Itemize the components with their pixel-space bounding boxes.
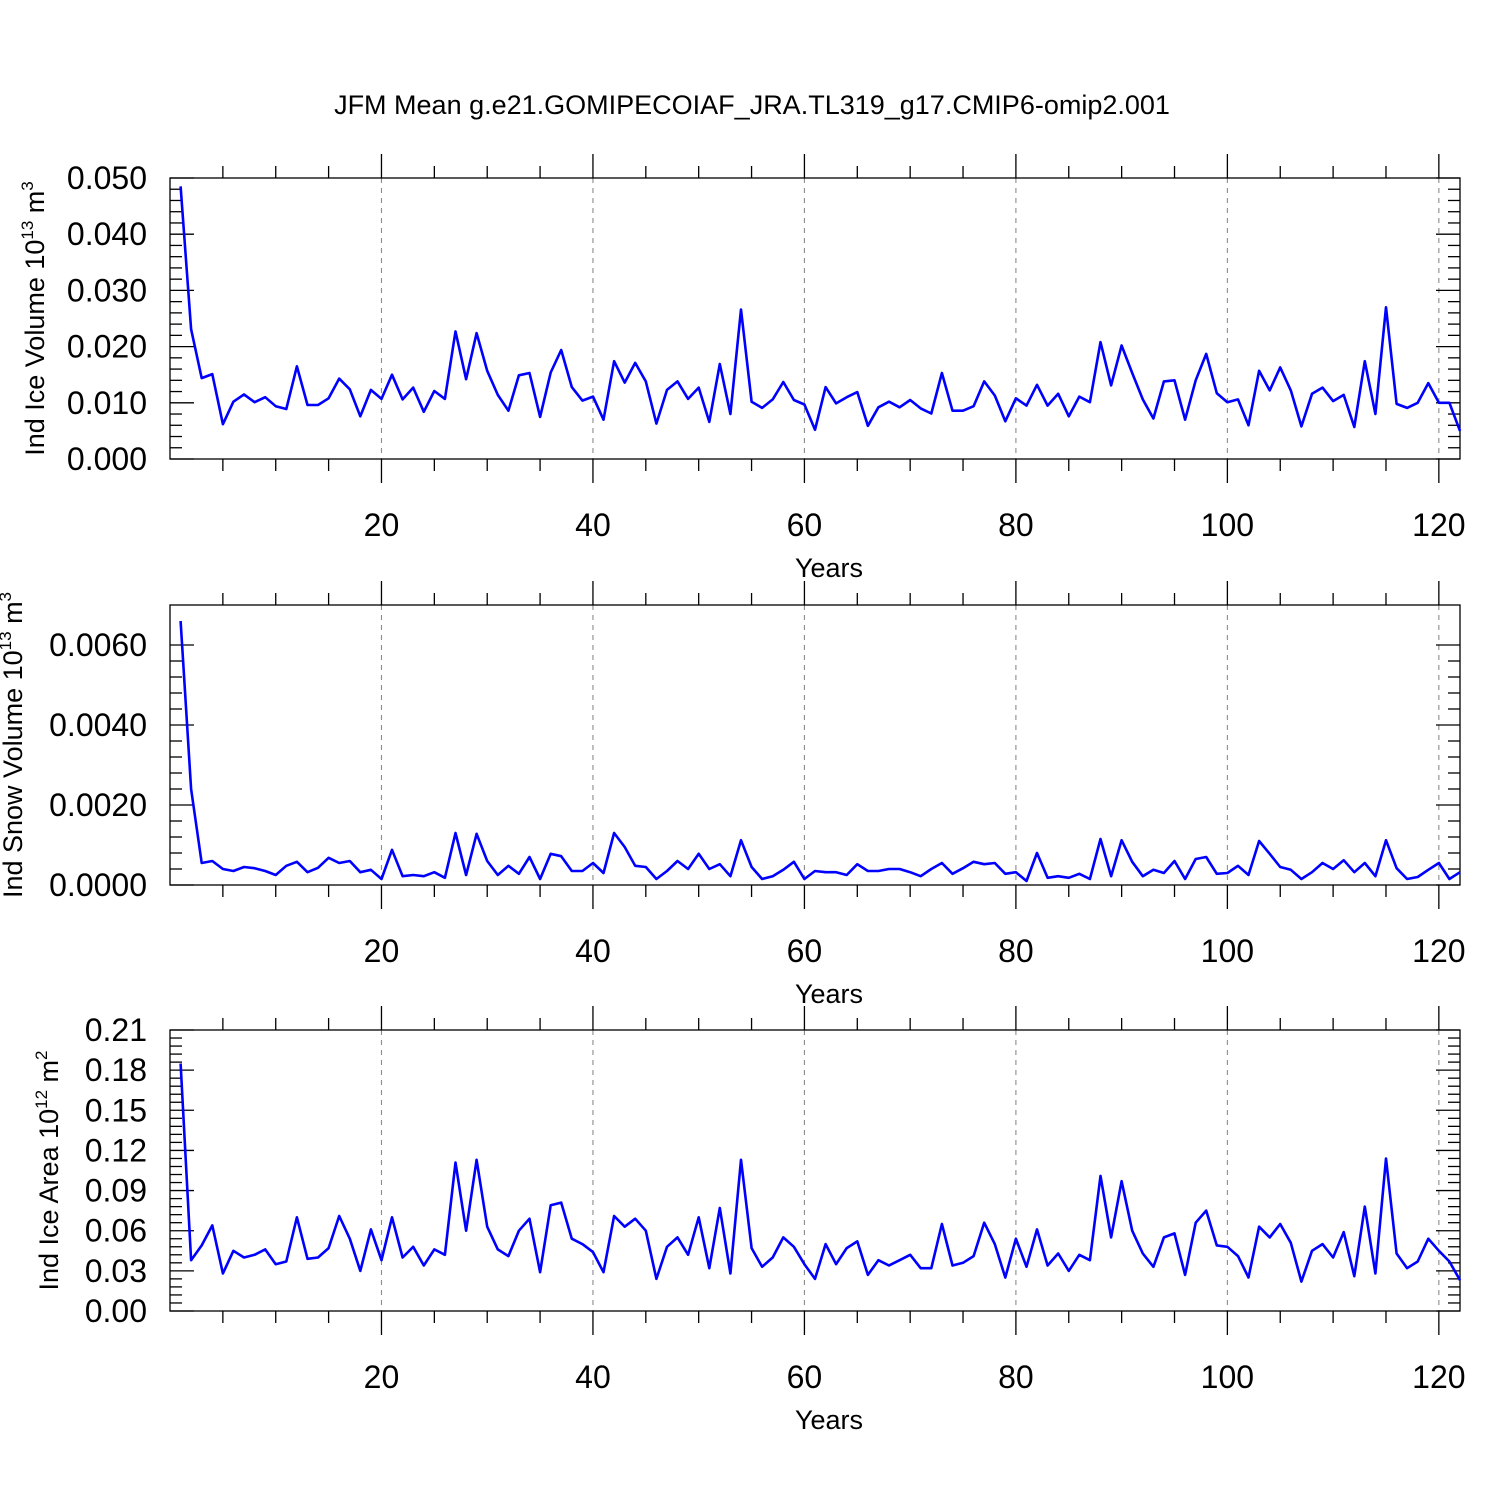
y-tick-label: 0.03 — [85, 1253, 147, 1289]
y-tick-label: 0.06 — [85, 1213, 147, 1249]
x-tick-label: 40 — [575, 507, 611, 543]
series-line — [179, 186, 1462, 432]
y-tick-label: 0.12 — [85, 1132, 147, 1168]
y-axis-label-superscript: 13 — [0, 631, 15, 650]
y-tick-label: 0.010 — [67, 385, 147, 421]
x-tick-label: 20 — [364, 933, 400, 969]
series-line — [179, 620, 1461, 883]
y-tick-label: 0.030 — [67, 272, 147, 308]
panel-snow-volume: 20 40 60 80 100 120 0.0000 0.0020 0.0040 0.0060 Ye… — [0, 581, 1466, 1009]
x-tick-label: 20 — [364, 507, 400, 543]
y-axis-label-superscript: 13 — [18, 221, 37, 240]
x-tick-label: 120 — [1412, 1359, 1465, 1395]
y-axis-label-superscript: 12 — [32, 1090, 51, 1109]
x-tick-label: 100 — [1201, 507, 1254, 543]
y-tick-label: 0.00 — [85, 1293, 147, 1329]
y-tick-label: 0.050 — [67, 160, 147, 196]
y-axis-label-superscript: 3 — [18, 181, 37, 190]
y-tick-label: 0.000 — [67, 441, 147, 477]
x-tick-label: 20 — [364, 1359, 400, 1395]
panel-ice-area: 20 40 60 80 100 120 0.00 0.03 0.06 0.09 0.12 0.15 0.… — [32, 1006, 1466, 1435]
x-tick-label: 60 — [787, 933, 823, 969]
y-axis-label-part: Ind Ice Volume 10 — [20, 240, 50, 456]
y-axis-label: Ind Snow Volume 1013 m3 — [0, 592, 28, 898]
y-tick-label: 0.18 — [85, 1052, 147, 1088]
x-tick-label: 80 — [998, 933, 1034, 969]
x-axis-label: Years — [795, 979, 863, 1009]
plot-frame — [169, 1029, 1461, 1312]
y-tick-label: 0.0020 — [49, 787, 147, 823]
x-tick-label: 100 — [1201, 1359, 1254, 1395]
x-tick-label: 40 — [575, 933, 611, 969]
chart-title: JFM Mean g.e21.GOMIPECOIAF_JRA.TL319_g17… — [334, 90, 1170, 120]
y-tick-label: 0.21 — [85, 1012, 147, 1048]
x-axis-label: Years — [795, 553, 863, 583]
x-tick-label: 80 — [998, 507, 1034, 543]
y-axis-label-superscript: 3 — [0, 592, 15, 601]
panels: 20 40 60 80 100 120 0.000 0.010 0.020 0.030 0.040 0… — [0, 154, 1466, 1435]
y-axis-label-part: m — [34, 1060, 64, 1090]
y-tick-label: 0.040 — [67, 216, 147, 252]
y-tick-label: 0.020 — [67, 329, 147, 365]
x-tick-label: 100 — [1201, 933, 1254, 969]
y-axis-label: Ind Ice Volume 1013 m3 — [18, 181, 50, 456]
y-tick-label: 0.09 — [85, 1173, 147, 1209]
y-tick-label: 0.0040 — [49, 707, 147, 743]
plot-frame — [169, 177, 1461, 460]
y-axis-label: Ind Ice Area 1012 m2 — [32, 1050, 64, 1290]
plot-frame — [169, 604, 1461, 886]
series-line — [179, 1063, 1462, 1283]
x-tick-label: 60 — [787, 1359, 823, 1395]
x-tick-label: 40 — [575, 1359, 611, 1395]
y-axis-label-part: Ind Ice Area 10 — [34, 1109, 64, 1291]
x-tick-label: 120 — [1412, 507, 1465, 543]
y-axis-label-part: m — [0, 601, 28, 631]
y-axis-label-part: Ind Snow Volume 10 — [0, 650, 28, 898]
y-tick-label: 0.15 — [85, 1092, 147, 1128]
y-axis-label-superscript: 2 — [32, 1050, 51, 1059]
y-tick-label: 0.0060 — [49, 627, 147, 663]
x-tick-label: 60 — [787, 507, 823, 543]
y-axis-label-part: m — [20, 191, 50, 221]
panel-ice-volume: 20 40 60 80 100 120 0.000 0.010 0.020 0.030 0.040 0… — [18, 154, 1466, 583]
x-tick-label: 120 — [1412, 933, 1465, 969]
x-tick-label: 80 — [998, 1359, 1034, 1395]
y-tick-label: 0.0000 — [49, 867, 147, 903]
x-axis-label: Years — [795, 1405, 863, 1435]
